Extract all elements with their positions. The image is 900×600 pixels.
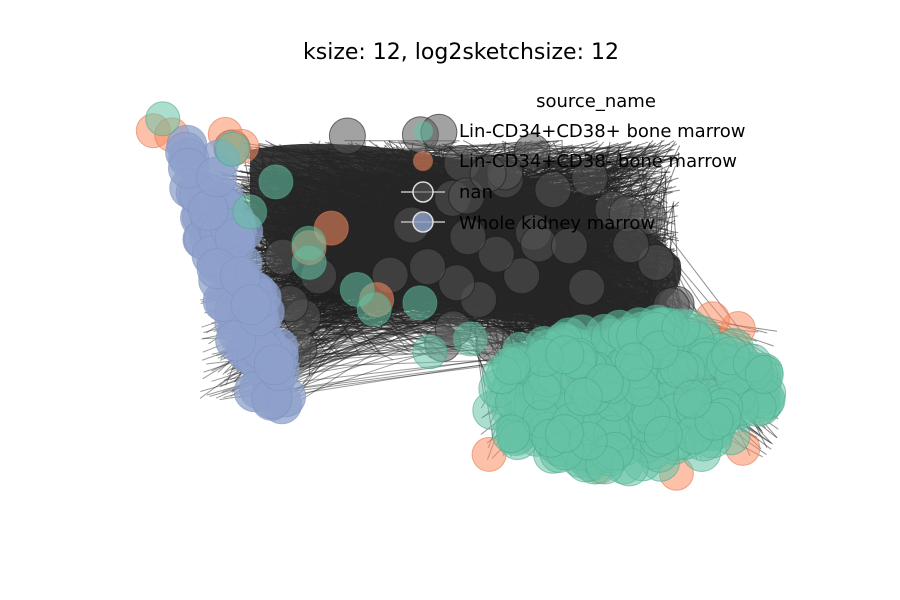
graph-node [145, 101, 181, 137]
graph-node [230, 284, 272, 326]
graph-node [356, 291, 392, 327]
legend-entry-whole-kidney: Whole kidney marrow [401, 211, 655, 234]
graph-node [291, 244, 327, 280]
graph-node [544, 414, 584, 454]
graph-edge [281, 281, 296, 288]
graph-edge [677, 152, 680, 167]
graph-node [215, 131, 250, 167]
legend-marker-cd38plus [413, 121, 433, 141]
graph-node [232, 194, 268, 230]
graph-node [661, 308, 701, 348]
graph-node [545, 335, 585, 375]
graph-node [737, 387, 777, 427]
graph-node [534, 171, 572, 209]
graph-node [571, 159, 609, 197]
legend-label-cd38minus: Lin-CD34+CD38- bone marrow [459, 151, 737, 172]
graph-node [253, 344, 295, 386]
legend-label-nan: nan [459, 182, 493, 203]
graph-node [491, 345, 531, 385]
graph-node [196, 156, 238, 198]
legend-marker-nan [412, 181, 434, 203]
legend-title: source_name [536, 91, 656, 112]
legend-entry-cd38plus: Lin-CD34+CD38+ bone marrow [413, 121, 746, 142]
graph-node [568, 268, 606, 306]
graph-node [328, 117, 366, 155]
graph-node [614, 342, 654, 382]
graph-node [550, 227, 588, 265]
graph-edge [395, 324, 441, 327]
graph-node [744, 354, 784, 394]
graph-node [449, 218, 487, 256]
legend-label-cd38plus: Lin-CD34+CD38+ bone marrow [459, 121, 746, 142]
graph-node [438, 264, 476, 302]
legend-marker-whole-kidney [412, 211, 434, 233]
graph-node [402, 285, 438, 321]
graph-node [409, 248, 446, 286]
nodes-layer [135, 101, 787, 491]
graph-node [673, 379, 712, 419]
chart-title: ksize: 12, log2sketchsize: 12 [303, 40, 619, 65]
legend-entry-cd38minus: Lin-CD34+CD38- bone marrow [413, 151, 737, 172]
legend-entry-nan: nan [401, 181, 493, 203]
graph-edge [306, 308, 413, 351]
graph-node [469, 155, 507, 193]
graph-node [522, 371, 562, 411]
graph-node [513, 133, 551, 171]
graph-node [412, 334, 448, 370]
graph-node [258, 164, 294, 200]
legend-marker-cd38minus [413, 151, 433, 171]
graph-node [563, 377, 603, 417]
graph-edge [269, 313, 468, 385]
legend: source_name Lin-CD34+CD38+ bone marrow L… [401, 91, 746, 234]
graph-node [503, 257, 541, 295]
graph-node [491, 414, 531, 454]
graph-node [612, 226, 650, 264]
graph-edge [664, 168, 669, 236]
graph-node [477, 235, 515, 273]
graph-node [452, 321, 488, 357]
graph-node [643, 415, 683, 455]
legend-label-whole-kidney: Whole kidney marrow [459, 213, 655, 234]
